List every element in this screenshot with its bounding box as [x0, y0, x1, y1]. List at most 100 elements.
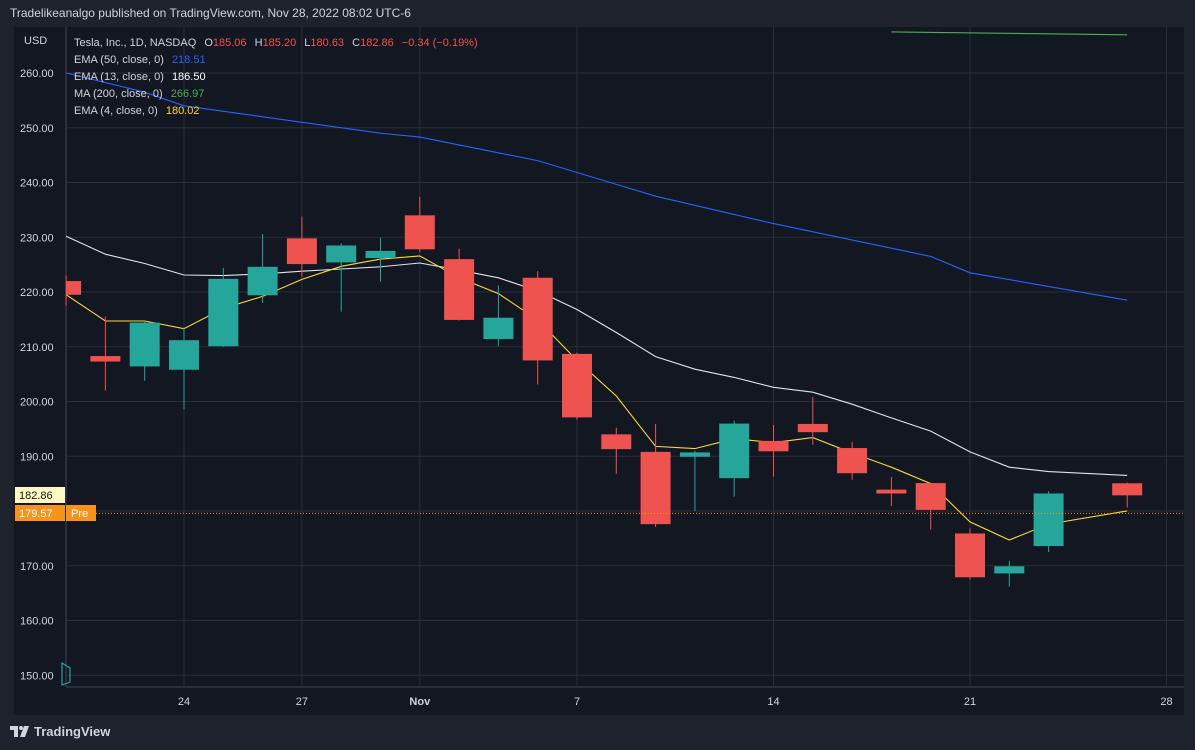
candle-down[interactable] [601, 427, 632, 474]
candle-body [994, 566, 1025, 574]
y-tick-label: 220.00 [20, 287, 54, 299]
candle-body [915, 483, 946, 510]
currency-label: USD [24, 35, 47, 47]
legend-ma200-label: MA (200, close, 0) [74, 88, 163, 100]
candle-body [444, 259, 475, 320]
candle-down[interactable] [758, 425, 789, 477]
legend-ema50-row: EMA (50, close, 0) 218.51 [74, 54, 206, 66]
price-axis[interactable]: USD 150.00160.00170.00180.00190.00200.00… [20, 35, 54, 682]
candle-up[interactable] [208, 267, 239, 347]
candle-down[interactable] [955, 528, 985, 580]
y-tick-label: 240.00 [20, 178, 54, 190]
chart-pane[interactable]: USD 150.00160.00170.00180.00190.00200.00… [14, 27, 1184, 715]
legend: Tesla, Inc., 1D, NASDAQ O185.06 H185.20 … [74, 37, 478, 117]
candle-body [404, 215, 435, 250]
candle-down[interactable] [65, 275, 82, 306]
candle-up[interactable] [129, 321, 160, 381]
candle-down[interactable] [562, 352, 592, 420]
candle-down[interactable] [404, 196, 435, 253]
candle-body [679, 452, 710, 457]
candle-up[interactable] [719, 420, 750, 497]
legend-ema50-label: EMA (50, close, 0) [74, 54, 164, 66]
candle-up[interactable] [365, 237, 396, 282]
y-tick-label: 190.00 [20, 451, 54, 463]
pre-price-value: 179.57 [19, 508, 53, 520]
ema-13-line [65, 235, 1128, 476]
publish-header: Tradelikeanalgo published on TradingView… [10, 6, 411, 20]
y-tick-label: 160.00 [20, 616, 54, 628]
legend-main-row: Tesla, Inc., 1D, NASDAQ O185.06 H185.20 … [74, 37, 478, 49]
footer-brand: TradingView [10, 724, 110, 739]
candle-body [758, 440, 789, 452]
legend-ema13-label: EMA (13, close, 0) [74, 71, 164, 83]
legend-low-value: 180.63 [310, 37, 344, 49]
candle-body [66, 281, 82, 295]
legend-open-label: O [204, 37, 213, 49]
pre-label-tag [66, 505, 96, 521]
y-tick-label: 200.00 [20, 397, 54, 409]
tradingview-badge-icon[interactable] [61, 661, 71, 686]
y-tick-label: 150.00 [20, 670, 54, 682]
candle-body [247, 266, 278, 296]
legend-ema4-label: EMA (4, close, 0) [74, 105, 158, 117]
x-tick-label: 28 [1160, 696, 1172, 708]
legend-ema50-value: 218.51 [172, 54, 206, 66]
x-tick-label: 24 [178, 696, 190, 708]
legend-high-label: H [255, 37, 263, 49]
candle-down[interactable] [1112, 482, 1143, 508]
legend-ma200-row: MA (200, close, 0) 266.97 [74, 88, 204, 100]
candle-up[interactable] [483, 285, 514, 347]
candle-body [90, 356, 121, 362]
candles [65, 196, 1143, 587]
candle-up[interactable] [679, 450, 710, 511]
time-axis[interactable]: 24 27 Nov 7 14 21 28 [178, 696, 1173, 708]
pre-price-tag [15, 505, 65, 521]
candle-up[interactable] [326, 243, 357, 312]
legend-ema4-row: EMA (4, close, 0) 180.02 [74, 105, 199, 117]
y-tick-label: 260.00 [20, 68, 54, 80]
last-price-value: 182.86 [19, 490, 53, 502]
candle-up[interactable] [994, 560, 1025, 587]
x-tick-label: Nov [409, 696, 431, 708]
candle-down[interactable] [797, 397, 828, 445]
tradingview-logo-icon [10, 725, 29, 737]
candle-body [365, 250, 396, 259]
last-price-tag [15, 487, 65, 503]
candle-body [483, 317, 514, 340]
legend-ema13-row: EMA (13, close, 0) 186.50 [74, 71, 206, 83]
candle-body [1112, 483, 1143, 496]
candle-body [601, 434, 632, 450]
candle-down[interactable] [444, 248, 475, 321]
x-tick-label: 14 [767, 696, 779, 708]
x-tick-label: 7 [574, 696, 580, 708]
ema-50-line [65, 72, 1128, 301]
candle-body [955, 533, 985, 578]
candle-down[interactable] [837, 442, 868, 480]
legend-symbol-title: Tesla, Inc., 1D, NASDAQ [74, 37, 197, 49]
legend-ema4-value: 180.02 [166, 105, 200, 117]
candle-down[interactable] [522, 271, 553, 385]
candle-body [208, 278, 239, 347]
y-tick-label: 250.00 [20, 123, 54, 135]
candle-up[interactable] [1033, 491, 1064, 553]
candle-body [286, 238, 317, 265]
candle-up[interactable] [247, 233, 278, 303]
candle-body [129, 322, 160, 367]
candle-down[interactable] [286, 216, 317, 277]
legend-ma200-value: 266.97 [171, 88, 205, 100]
candle-down[interactable] [915, 482, 946, 530]
price-chart[interactable]: USD 150.00160.00170.00180.00190.00200.00… [14, 27, 1184, 715]
legend-close-value: 182.86 [360, 37, 394, 49]
candle-down[interactable] [640, 423, 671, 527]
legend-change-value: −0.34 (−0.19%) [402, 37, 478, 49]
candle-body [719, 423, 750, 479]
candle-down[interactable] [876, 477, 907, 507]
x-tick-label: 21 [964, 696, 976, 708]
candle-body [876, 489, 907, 494]
candle-down[interactable] [90, 316, 121, 391]
y-tick-label: 170.00 [20, 561, 54, 573]
candle-up[interactable] [169, 327, 199, 410]
legend-ema13-value: 186.50 [172, 71, 206, 83]
candle-body [797, 423, 828, 433]
